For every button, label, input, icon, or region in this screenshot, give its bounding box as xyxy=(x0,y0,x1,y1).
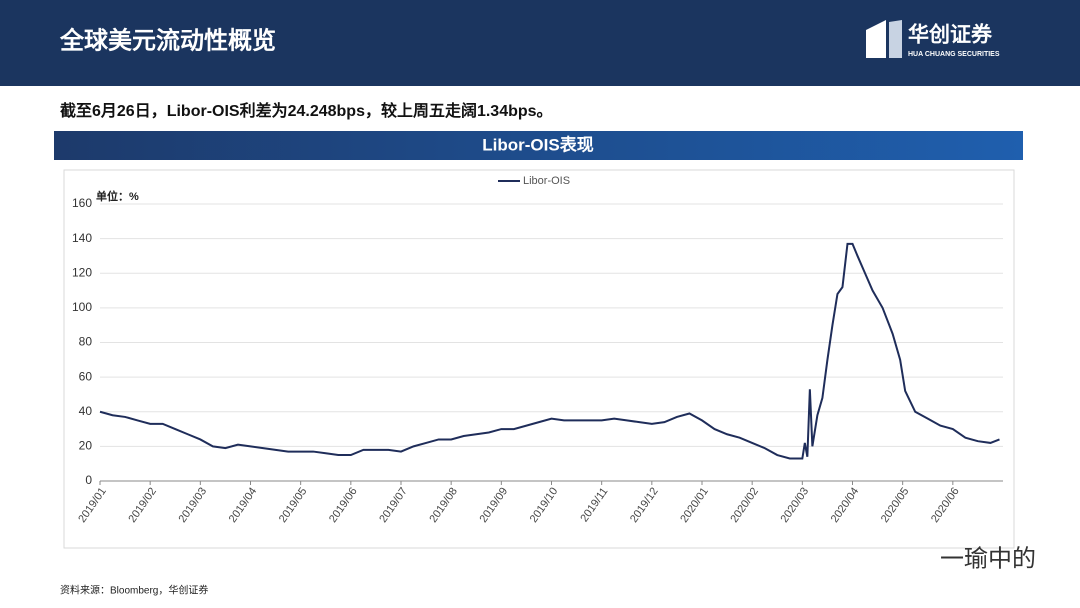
y-tick-label: 80 xyxy=(79,335,93,349)
x-tick-label: 2019/02 xyxy=(126,486,159,525)
series-line xyxy=(99,242,1000,460)
x-tick-label: 2019/11 xyxy=(578,486,610,525)
x-tick-label: 2020/02 xyxy=(728,486,761,525)
x-tick-label: 2019/07 xyxy=(377,486,410,525)
logo: 华创证券 HUA CHUANG SECURITIES xyxy=(866,20,1000,58)
x-tick-label: 2019/01 xyxy=(76,486,109,525)
watermark: 一瑜中的 xyxy=(940,545,1036,572)
y-tick-label: 100 xyxy=(72,300,92,314)
y-tick-label: 140 xyxy=(72,231,92,245)
x-tick-label: 2020/04 xyxy=(829,486,862,525)
legend-label: Libor-OIS xyxy=(523,175,570,187)
y-tick-label: 0 xyxy=(85,473,92,487)
chart-frame xyxy=(63,169,1015,549)
x-tick-label: 2019/06 xyxy=(327,486,360,525)
page-title: 全球美元流动性概览 xyxy=(59,26,276,54)
y-tick-label: 20 xyxy=(79,439,93,453)
y-tick-label: 40 xyxy=(79,404,93,418)
x-tick-label: 2020/06 xyxy=(929,486,962,525)
summary: 截至6月26日，Libor-OIS利差为24.248bps，较上周五走阔1.34… xyxy=(60,101,553,120)
x-tick-label: 2019/04 xyxy=(227,486,260,525)
y-tick-label: 120 xyxy=(72,265,92,279)
source: 资料来源：Bloomberg，华创证券 xyxy=(60,584,208,597)
x-tick-label: 2020/03 xyxy=(779,486,812,525)
x-tick-label: 2019/09 xyxy=(478,486,511,525)
y-tick-label: 60 xyxy=(79,369,93,383)
x-tick-label: 2020/01 xyxy=(678,486,711,525)
section-title: Libor-OIS表现 xyxy=(482,134,593,154)
y-tick-label: 160 xyxy=(72,196,92,210)
x-tick-label: 2020/05 xyxy=(879,486,912,525)
x-tick-label: 2019/03 xyxy=(177,486,210,525)
section-band xyxy=(54,131,1023,160)
x-tick-label: 2019/10 xyxy=(528,486,561,525)
x-tick-label: 2019/05 xyxy=(277,486,310,525)
logo-cn: 华创证券 xyxy=(908,23,993,47)
x-tick-label: 2019/08 xyxy=(427,486,460,525)
x-tick-label: 2019/12 xyxy=(628,486,661,525)
plot: 0 20 40 60 80 100 120 140 160 2019/01 2019/02 2019/… xyxy=(72,196,1003,525)
y-unit: 单位：% xyxy=(96,189,139,203)
logo-en: HUA CHUANG SECURITIES xyxy=(908,51,1000,58)
